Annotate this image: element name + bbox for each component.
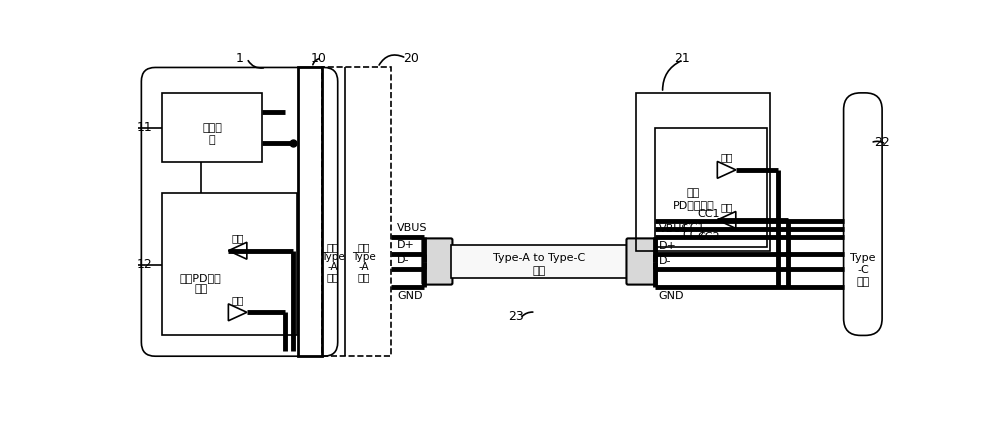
- Text: Type: Type: [352, 252, 376, 262]
- Text: GND: GND: [397, 291, 422, 301]
- Bar: [162, 193, 297, 336]
- Text: D-: D-: [397, 255, 410, 265]
- Bar: [655, 128, 767, 247]
- FancyBboxPatch shape: [626, 238, 656, 285]
- Text: 21: 21: [674, 52, 690, 65]
- Text: 发送: 发送: [720, 152, 733, 163]
- Text: 接口: 接口: [358, 272, 370, 282]
- Text: Type: Type: [321, 252, 345, 262]
- Text: -A: -A: [328, 262, 338, 272]
- Text: 发送: 发送: [231, 295, 244, 305]
- Bar: [451, 245, 628, 278]
- Text: 第一PD收发: 第一PD收发: [180, 273, 222, 282]
- Text: 接口: 接口: [856, 277, 869, 287]
- Text: 接收: 接收: [231, 233, 244, 243]
- Text: CC1: CC1: [697, 209, 720, 219]
- Text: PD收发模块: PD收发模块: [673, 200, 714, 210]
- Text: 10: 10: [311, 52, 326, 65]
- Text: CC2: CC2: [697, 232, 720, 242]
- Text: 12: 12: [137, 258, 152, 271]
- Text: -A: -A: [359, 262, 369, 272]
- Text: VBUS: VBUS: [397, 223, 428, 233]
- Text: 接口: 接口: [327, 272, 339, 282]
- Text: 第一: 第一: [327, 242, 339, 252]
- Text: 1: 1: [235, 52, 243, 65]
- Text: 线缆: 线缆: [533, 266, 546, 276]
- Text: D+: D+: [659, 241, 677, 251]
- Text: D+: D+: [397, 240, 415, 250]
- Text: 20: 20: [403, 52, 419, 65]
- Text: 23: 23: [508, 310, 524, 322]
- Text: -C: -C: [857, 265, 869, 275]
- Text: 块: 块: [209, 135, 216, 145]
- Text: CC1: CC1: [682, 223, 705, 233]
- Text: VBUS: VBUS: [659, 224, 689, 234]
- Text: 11: 11: [137, 121, 152, 134]
- Text: 接收: 接收: [720, 203, 733, 213]
- Text: 模块: 模块: [194, 284, 207, 294]
- FancyBboxPatch shape: [422, 238, 452, 285]
- Text: D-: D-: [659, 256, 671, 266]
- Text: 充电模: 充电模: [202, 123, 222, 133]
- Bar: [636, 93, 770, 251]
- Text: 第二: 第二: [687, 188, 700, 198]
- Text: Type-A to Type-C: Type-A to Type-C: [493, 253, 586, 263]
- Bar: [322, 67, 391, 356]
- Text: Type: Type: [850, 253, 876, 264]
- Bar: [298, 67, 322, 356]
- Text: 第二: 第二: [358, 242, 370, 252]
- Text: GND: GND: [659, 291, 684, 301]
- Text: 22: 22: [874, 136, 890, 149]
- Text: CC2: CC2: [682, 230, 705, 240]
- Bar: [162, 93, 262, 162]
